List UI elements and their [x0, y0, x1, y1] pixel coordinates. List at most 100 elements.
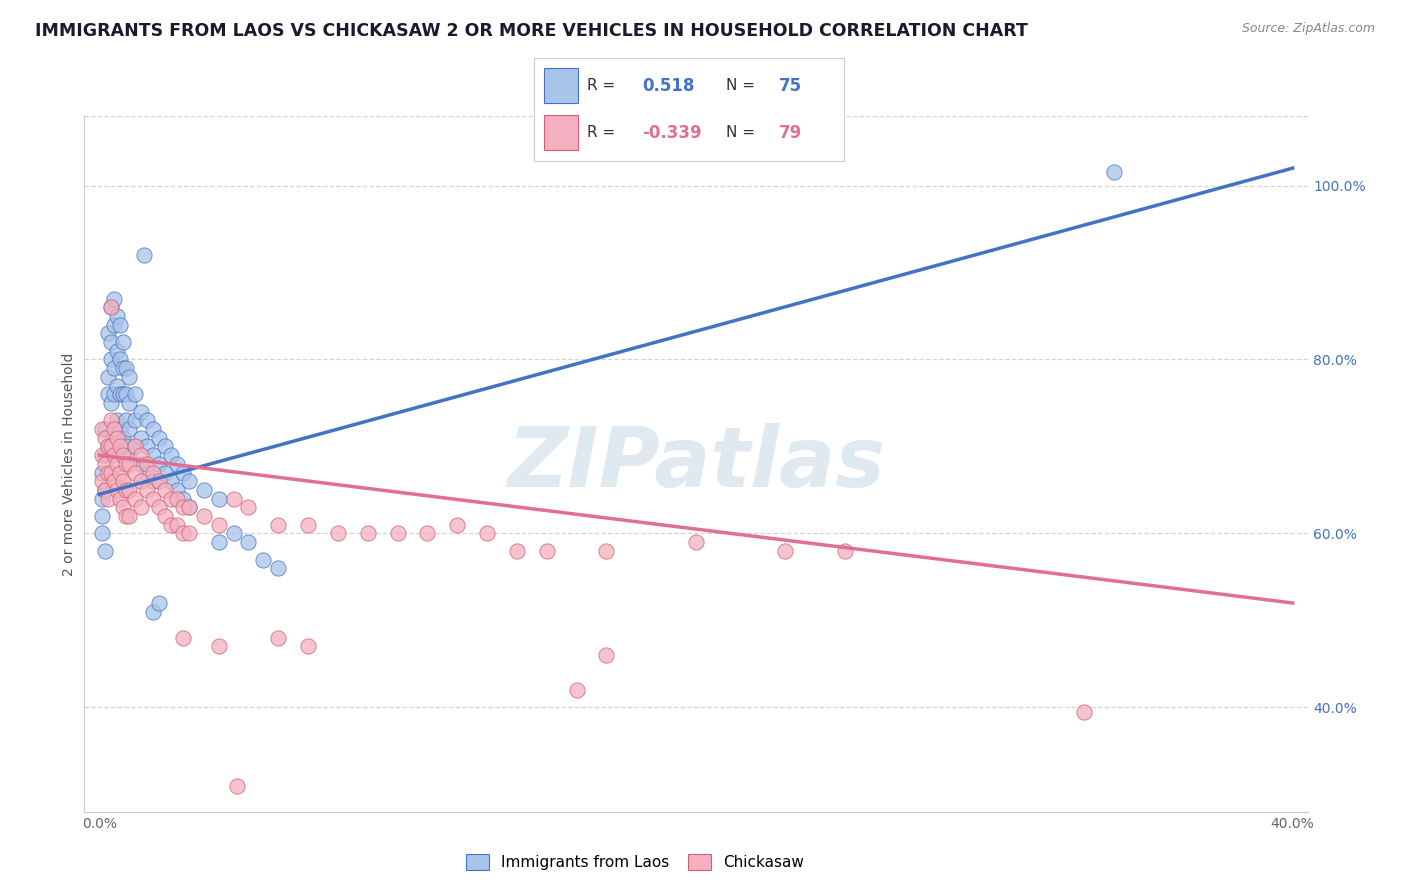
- Point: [148, 474, 170, 488]
- Point: [105, 483, 128, 497]
- Point: [112, 387, 135, 401]
- Point: [225, 779, 247, 793]
- Point: [100, 466, 122, 480]
- Point: [148, 431, 170, 445]
- Point: [105, 378, 128, 392]
- Point: [166, 457, 188, 471]
- Point: [177, 474, 200, 488]
- Point: [108, 422, 131, 436]
- Point: [160, 491, 183, 506]
- Point: [177, 500, 200, 515]
- Point: [115, 457, 138, 471]
- Point: [193, 483, 215, 497]
- Point: [207, 491, 229, 506]
- Y-axis label: 2 or more Vehicles in Household: 2 or more Vehicles in Household: [62, 352, 76, 575]
- Point: [357, 526, 380, 541]
- Point: [118, 422, 141, 436]
- Point: [166, 517, 188, 532]
- Point: [103, 318, 125, 332]
- FancyBboxPatch shape: [544, 69, 578, 103]
- Point: [153, 508, 176, 523]
- Point: [91, 526, 114, 541]
- Point: [124, 440, 146, 454]
- Point: [100, 300, 122, 315]
- Point: [118, 483, 141, 497]
- Point: [124, 491, 146, 506]
- Point: [103, 361, 125, 376]
- Point: [97, 491, 120, 506]
- Point: [118, 457, 141, 471]
- Point: [112, 448, 135, 462]
- Point: [129, 448, 152, 462]
- Point: [91, 491, 114, 506]
- Point: [267, 561, 290, 575]
- Point: [118, 396, 141, 410]
- Point: [112, 474, 135, 488]
- Point: [112, 361, 135, 376]
- Point: [136, 483, 159, 497]
- Point: [105, 457, 128, 471]
- Point: [94, 431, 117, 445]
- Point: [118, 508, 141, 523]
- Point: [1102, 165, 1125, 179]
- Text: IMMIGRANTS FROM LAOS VS CHICKASAW 2 OR MORE VEHICLES IN HOUSEHOLD CORRELATION CH: IMMIGRANTS FROM LAOS VS CHICKASAW 2 OR M…: [35, 22, 1028, 40]
- Point: [297, 640, 319, 654]
- Point: [222, 526, 245, 541]
- Point: [536, 544, 558, 558]
- Point: [112, 431, 135, 445]
- Point: [207, 640, 229, 654]
- Point: [94, 457, 117, 471]
- Point: [115, 361, 138, 376]
- Point: [193, 508, 215, 523]
- Point: [103, 387, 125, 401]
- Point: [252, 552, 274, 566]
- Point: [148, 457, 170, 471]
- Point: [387, 526, 409, 541]
- Point: [115, 483, 138, 497]
- Point: [129, 474, 152, 488]
- Point: [416, 526, 439, 541]
- Point: [129, 405, 152, 419]
- Point: [1073, 705, 1095, 719]
- Point: [238, 500, 260, 515]
- Point: [112, 334, 135, 349]
- Point: [506, 544, 529, 558]
- Point: [91, 422, 114, 436]
- Point: [148, 500, 170, 515]
- Point: [108, 352, 131, 367]
- Point: [153, 440, 176, 454]
- Point: [565, 683, 588, 698]
- Point: [207, 535, 229, 549]
- Point: [100, 413, 122, 427]
- Point: [222, 491, 245, 506]
- Text: 79: 79: [779, 124, 801, 142]
- Point: [94, 544, 117, 558]
- Point: [105, 413, 128, 427]
- Point: [685, 535, 707, 549]
- Point: [103, 422, 125, 436]
- Point: [108, 318, 131, 332]
- Point: [297, 517, 319, 532]
- Point: [129, 457, 152, 471]
- Point: [136, 466, 159, 480]
- Point: [124, 387, 146, 401]
- Point: [105, 343, 128, 358]
- Point: [100, 440, 122, 454]
- Point: [475, 526, 498, 541]
- Point: [238, 535, 260, 549]
- Point: [97, 326, 120, 341]
- Point: [160, 517, 183, 532]
- Point: [124, 466, 146, 480]
- Point: [91, 466, 114, 480]
- Point: [97, 369, 120, 384]
- Point: [97, 440, 120, 454]
- Point: [115, 413, 138, 427]
- Point: [142, 466, 165, 480]
- Point: [115, 440, 138, 454]
- Point: [118, 448, 141, 462]
- Text: ZIPatlas: ZIPatlas: [508, 424, 884, 504]
- Point: [166, 483, 188, 497]
- Point: [207, 517, 229, 532]
- Point: [136, 413, 159, 427]
- Text: N =: N =: [725, 78, 755, 93]
